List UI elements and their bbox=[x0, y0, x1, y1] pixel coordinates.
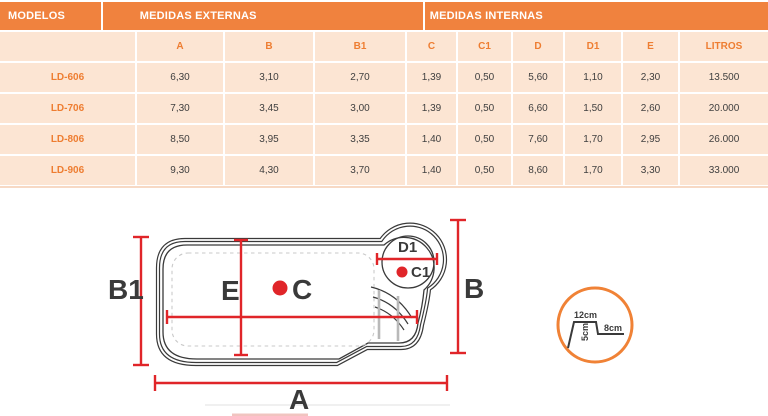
value-cell: 3,95 bbox=[225, 125, 313, 154]
header-medidas-externas: MEDIDAS EXTERNAS bbox=[102, 2, 423, 30]
spec-table: A B B1 C C1 D D1 E LITROS LD-606 6,30 3,… bbox=[0, 32, 768, 185]
model-cell: LD-706 bbox=[0, 94, 135, 123]
dimension-lines bbox=[133, 218, 466, 391]
value-cell: 6,30 bbox=[137, 63, 223, 92]
column-header-c1: C1 bbox=[458, 32, 511, 61]
value-cell: 7,30 bbox=[137, 94, 223, 123]
depth-dot-c1 bbox=[396, 266, 408, 278]
value-cell: 3,30 bbox=[623, 156, 678, 185]
pool-outline bbox=[155, 222, 448, 367]
label-b: B bbox=[464, 273, 484, 304]
value-cell: 26.000 bbox=[680, 125, 768, 154]
label-e: E bbox=[221, 275, 240, 306]
coping-label-5cm: 5cm bbox=[580, 323, 590, 341]
value-cell: 2,70 bbox=[315, 63, 405, 92]
coping-label-12cm: 12cm bbox=[574, 310, 597, 320]
coping-profile-line bbox=[567, 321, 624, 349]
value-cell: 3,45 bbox=[225, 94, 313, 123]
column-header-a: A bbox=[137, 32, 223, 61]
column-header-d: D bbox=[513, 32, 563, 61]
value-cell: 1,40 bbox=[407, 125, 456, 154]
value-cell: 1,39 bbox=[407, 63, 456, 92]
model-cell: LD-606 bbox=[0, 63, 135, 92]
value-cell: 3,35 bbox=[315, 125, 405, 154]
column-header-e: E bbox=[623, 32, 678, 61]
label-c1: C1 bbox=[411, 264, 430, 281]
subheader-empty-cell bbox=[0, 32, 135, 61]
pool-steps bbox=[370, 286, 413, 341]
value-cell: 13.500 bbox=[680, 63, 768, 92]
label-d1: D1 bbox=[398, 239, 417, 256]
column-header-litros: LITROS bbox=[680, 32, 768, 61]
value-cell: 7,60 bbox=[513, 125, 563, 154]
value-cell: 3,00 bbox=[315, 94, 405, 123]
coping-detail: 12cm 5cm 8cm bbox=[556, 286, 634, 364]
column-header-b1: B1 bbox=[315, 32, 405, 61]
value-cell: 1,10 bbox=[565, 63, 621, 92]
table-bottom-border bbox=[0, 186, 768, 188]
value-cell: 2,95 bbox=[623, 125, 678, 154]
column-header-c: C bbox=[407, 32, 456, 61]
waterline-dashed bbox=[171, 252, 375, 347]
value-cell: 5,60 bbox=[513, 63, 563, 92]
value-cell: 9,30 bbox=[137, 156, 223, 185]
value-cell: 2,60 bbox=[623, 94, 678, 123]
label-c: C bbox=[292, 274, 312, 305]
value-cell: 1,70 bbox=[565, 125, 621, 154]
header-medidas-internas: MEDIDAS INTERNAS bbox=[424, 2, 768, 30]
value-cell: 1,40 bbox=[407, 156, 456, 185]
coping-label-8cm: 8cm bbox=[604, 323, 622, 333]
model-cell: LD-806 bbox=[0, 125, 135, 154]
value-cell: 0,50 bbox=[458, 156, 511, 185]
depth-dot-c bbox=[272, 280, 288, 296]
spa-circle bbox=[381, 235, 435, 289]
model-cell: LD-906 bbox=[0, 156, 135, 185]
table-header-row: MODELOS MEDIDAS EXTERNAS MEDIDAS INTERNA… bbox=[0, 2, 768, 30]
value-cell: 1,39 bbox=[407, 94, 456, 123]
dimension-labels: B1 E C B A D1 C1 bbox=[108, 239, 484, 415]
pool-dimension-diagram: B1 E C B A D1 C1 12cm 5cm 8cm bbox=[108, 218, 634, 416]
value-cell: 0,50 bbox=[458, 63, 511, 92]
value-cell: 33.000 bbox=[680, 156, 768, 185]
value-cell: 1,70 bbox=[565, 156, 621, 185]
coping-circle bbox=[556, 286, 634, 364]
label-b1: B1 bbox=[108, 274, 144, 305]
value-cell: 0,50 bbox=[458, 94, 511, 123]
value-cell: 8,60 bbox=[513, 156, 563, 185]
header-modelos: MODELOS bbox=[0, 2, 101, 30]
value-cell: 20.000 bbox=[680, 94, 768, 123]
value-cell: 4,30 bbox=[225, 156, 313, 185]
value-cell: 3,70 bbox=[315, 156, 405, 185]
label-a: A bbox=[289, 384, 309, 415]
column-header-b: B bbox=[225, 32, 313, 61]
value-cell: 0,50 bbox=[458, 125, 511, 154]
value-cell: 8,50 bbox=[137, 125, 223, 154]
value-cell: 6,60 bbox=[513, 94, 563, 123]
value-cell: 3,10 bbox=[225, 63, 313, 92]
value-cell: 2,30 bbox=[623, 63, 678, 92]
value-cell: 1,50 bbox=[565, 94, 621, 123]
column-header-d1: D1 bbox=[565, 32, 621, 61]
cropped-red-artifact bbox=[232, 413, 308, 416]
